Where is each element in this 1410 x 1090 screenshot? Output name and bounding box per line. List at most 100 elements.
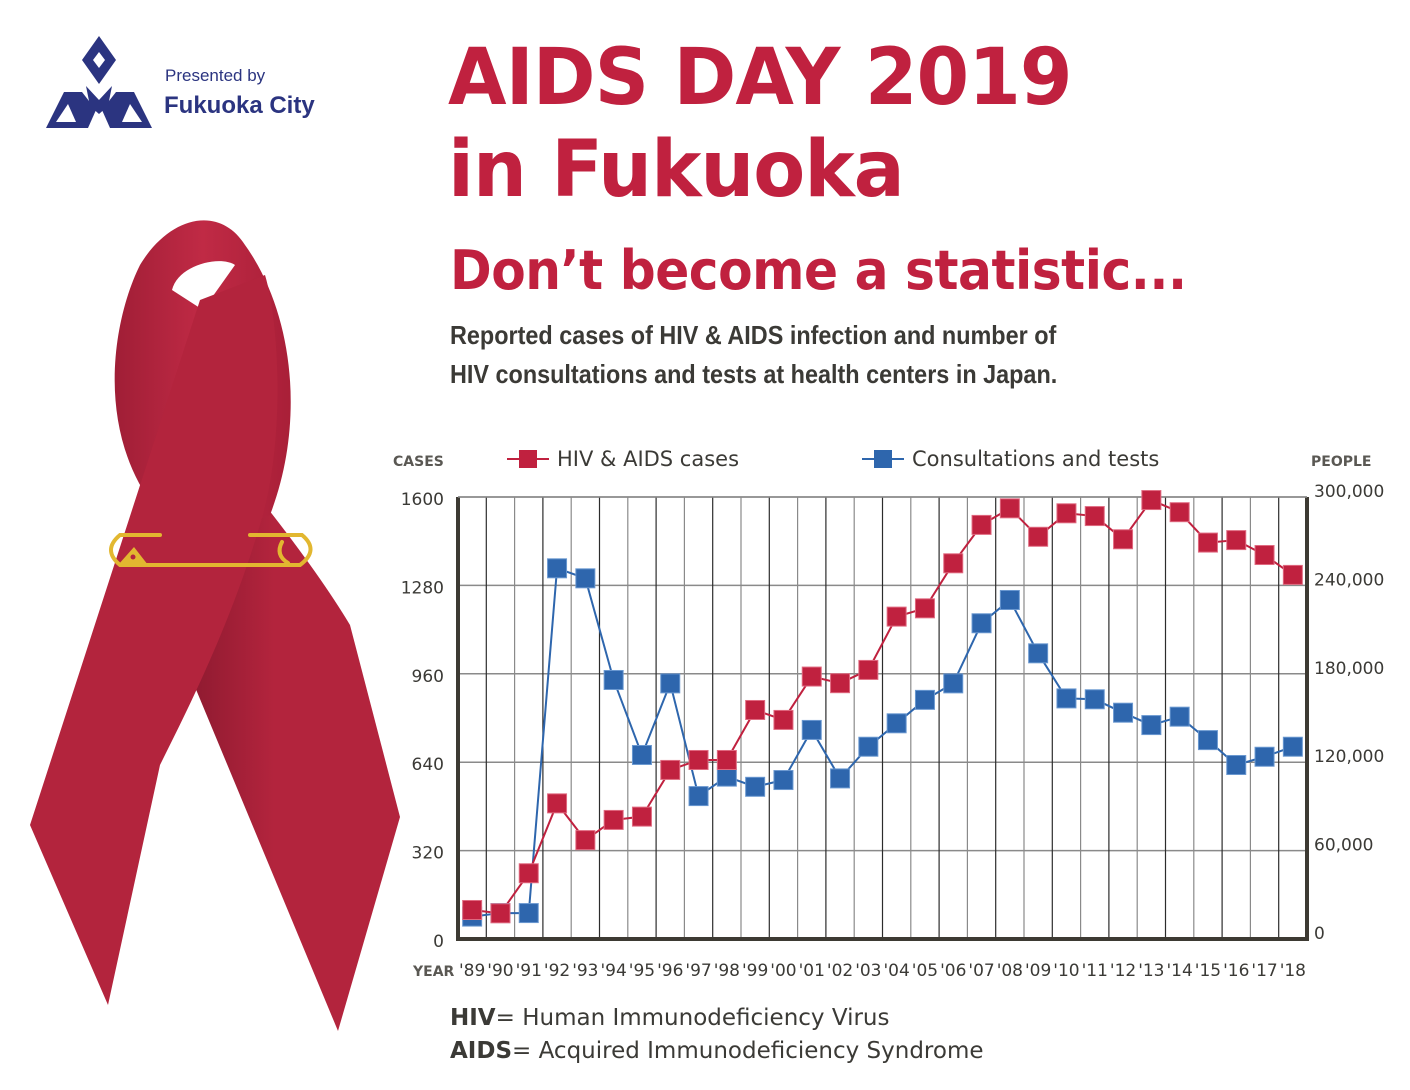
x-tick-label: '90 [487, 961, 513, 981]
hiv-aids-cases-point [914, 598, 935, 619]
x-tick-label: '91 [516, 961, 542, 981]
definition-hiv: HIV= Human Immunodeficiency Virus [450, 1005, 889, 1031]
consultations-tests-point [1282, 736, 1303, 757]
ribbon-loop-hole [172, 261, 235, 310]
consultations-tests-point [999, 589, 1020, 610]
hiv-aids-cases-point [971, 514, 992, 535]
chart-axes [456, 496, 1309, 941]
legend-label: Consultations and tests [912, 447, 1159, 471]
safety-pin-icon [109, 533, 313, 567]
x-tick-label: '00 [770, 961, 796, 981]
chart-legend: HIV & AIDS cases Consultations and tests [507, 447, 1159, 471]
hiv-aids-cases-point [943, 553, 964, 574]
right-tick-label: 120,000 [1314, 747, 1384, 767]
x-tick-label: '95 [629, 961, 655, 981]
hiv-aids-cases-point [1197, 532, 1218, 553]
main-title-line1: AIDS DAY 2019 [448, 33, 1073, 123]
hiv-aids-cases-point [1226, 530, 1247, 551]
hiv-aids-cases-point [999, 498, 1020, 519]
x-tick-label: '89 [459, 961, 485, 981]
consultations-tests-point [971, 613, 992, 634]
x-tick-label: '93 [572, 961, 598, 981]
x-tick-label: '98 [714, 961, 740, 981]
right-tick-label: 300,000 [1314, 482, 1384, 502]
legend-marker [874, 450, 892, 468]
consultations-tests-point [1028, 643, 1049, 664]
hiv-aids-cases-point [1056, 503, 1077, 524]
consultations-tests-point [518, 903, 539, 924]
consultations-tests-point [1254, 746, 1275, 767]
x-tick-label: '05 [912, 961, 938, 981]
x-tick-label: '18 [1280, 961, 1306, 981]
consultations-tests-point [801, 719, 822, 740]
consultations-tests-point [858, 736, 879, 757]
left-tick-label: 320 [412, 844, 444, 864]
right-tick-label: 180,000 [1314, 659, 1384, 679]
ribbon-left-tail [30, 275, 278, 1005]
hiv-aids-cases-point [801, 666, 822, 687]
hiv-aids-cases-point [631, 806, 652, 827]
consultations-tests-point [603, 669, 624, 690]
hiv-aids-cases-point [660, 759, 681, 780]
right-tick-label: 0 [1314, 924, 1325, 944]
chart-subtitle-line1: Reported cases of HIV & AIDS infection a… [450, 320, 1057, 350]
hiv-aids-cases-point [1113, 529, 1134, 550]
x-axis-title: YEAR [412, 964, 455, 980]
hiv-aids-cases-point [1169, 502, 1190, 523]
consultations-tests-point [1226, 754, 1247, 775]
x-tick-label: '16 [1223, 961, 1249, 981]
hiv-aids-cases-point [858, 659, 879, 680]
consultations-tests-point [1084, 689, 1105, 710]
organization-name: Fukuoka City [164, 92, 315, 119]
x-tick-label: '92 [544, 961, 570, 981]
x-tick-label: '12 [1110, 961, 1136, 981]
definition-term: AIDS [450, 1038, 513, 1064]
consultations-tests-point [631, 744, 652, 765]
hiv-aids-cases-point [773, 709, 794, 730]
hiv-aids-cases-point [745, 699, 766, 720]
hiv-aids-cases-point [886, 606, 907, 627]
hiv-aids-cases-point [518, 863, 539, 884]
hiv-aids-cases-point [575, 830, 596, 851]
fukuoka-city-logo [46, 36, 152, 128]
left-axis-title: CASES [393, 454, 444, 470]
x-tick-label: '02 [827, 961, 853, 981]
x-tick-label: '11 [1082, 961, 1108, 981]
x-tick-label: '96 [657, 961, 683, 981]
logo-center-shape [86, 86, 112, 114]
ribbon-right-tail [190, 505, 400, 1031]
x-tick-label: '99 [742, 961, 768, 981]
left-tick-label: 0 [433, 932, 444, 952]
consultations-tests-point [1113, 702, 1134, 723]
consultations-tests-point [1169, 706, 1190, 727]
presented-by-label: Presented by [165, 66, 266, 85]
hiv-aids-cases-point [716, 749, 737, 770]
left-tick-label: 1280 [401, 578, 444, 598]
consultations-tests-point [547, 558, 568, 579]
main-title-line2: in Fukuoka [448, 125, 905, 215]
x-tick-label: '08 [997, 961, 1023, 981]
consultations-tests-point [660, 673, 681, 694]
x-tick-label: '13 [1138, 961, 1164, 981]
hiv-aids-cases-point [688, 749, 709, 770]
legend-marker [519, 450, 537, 468]
consultations-tests-point [830, 768, 851, 789]
consultations-tests-point [1056, 688, 1077, 709]
hiv-aids-line-chart: 0 320 640 960 1280 1600 0 60,000 120,000 180,000 2… [393, 447, 1384, 981]
tagline: Don’t become a statistic... [450, 239, 1187, 302]
x-tick-label: '04 [883, 961, 909, 981]
consultations-tests-point [1141, 715, 1162, 736]
hiv-aids-cases-point [462, 899, 483, 920]
definition-term: HIV [450, 1005, 496, 1031]
left-tick-label: 1600 [401, 490, 444, 510]
x-tick-label: '17 [1251, 961, 1277, 981]
consultations-tests-point [886, 713, 907, 734]
consultations-tests-point [1197, 730, 1218, 751]
hiv-aids-cases-point [830, 673, 851, 694]
consultations-tests-point [688, 786, 709, 807]
legend-label: HIV & AIDS cases [557, 447, 739, 471]
right-axis-title: PEOPLE [1311, 454, 1371, 470]
right-tick-label: 240,000 [1314, 570, 1384, 590]
consultations-tests-point [575, 568, 596, 589]
x-tick-label: '97 [685, 961, 711, 981]
